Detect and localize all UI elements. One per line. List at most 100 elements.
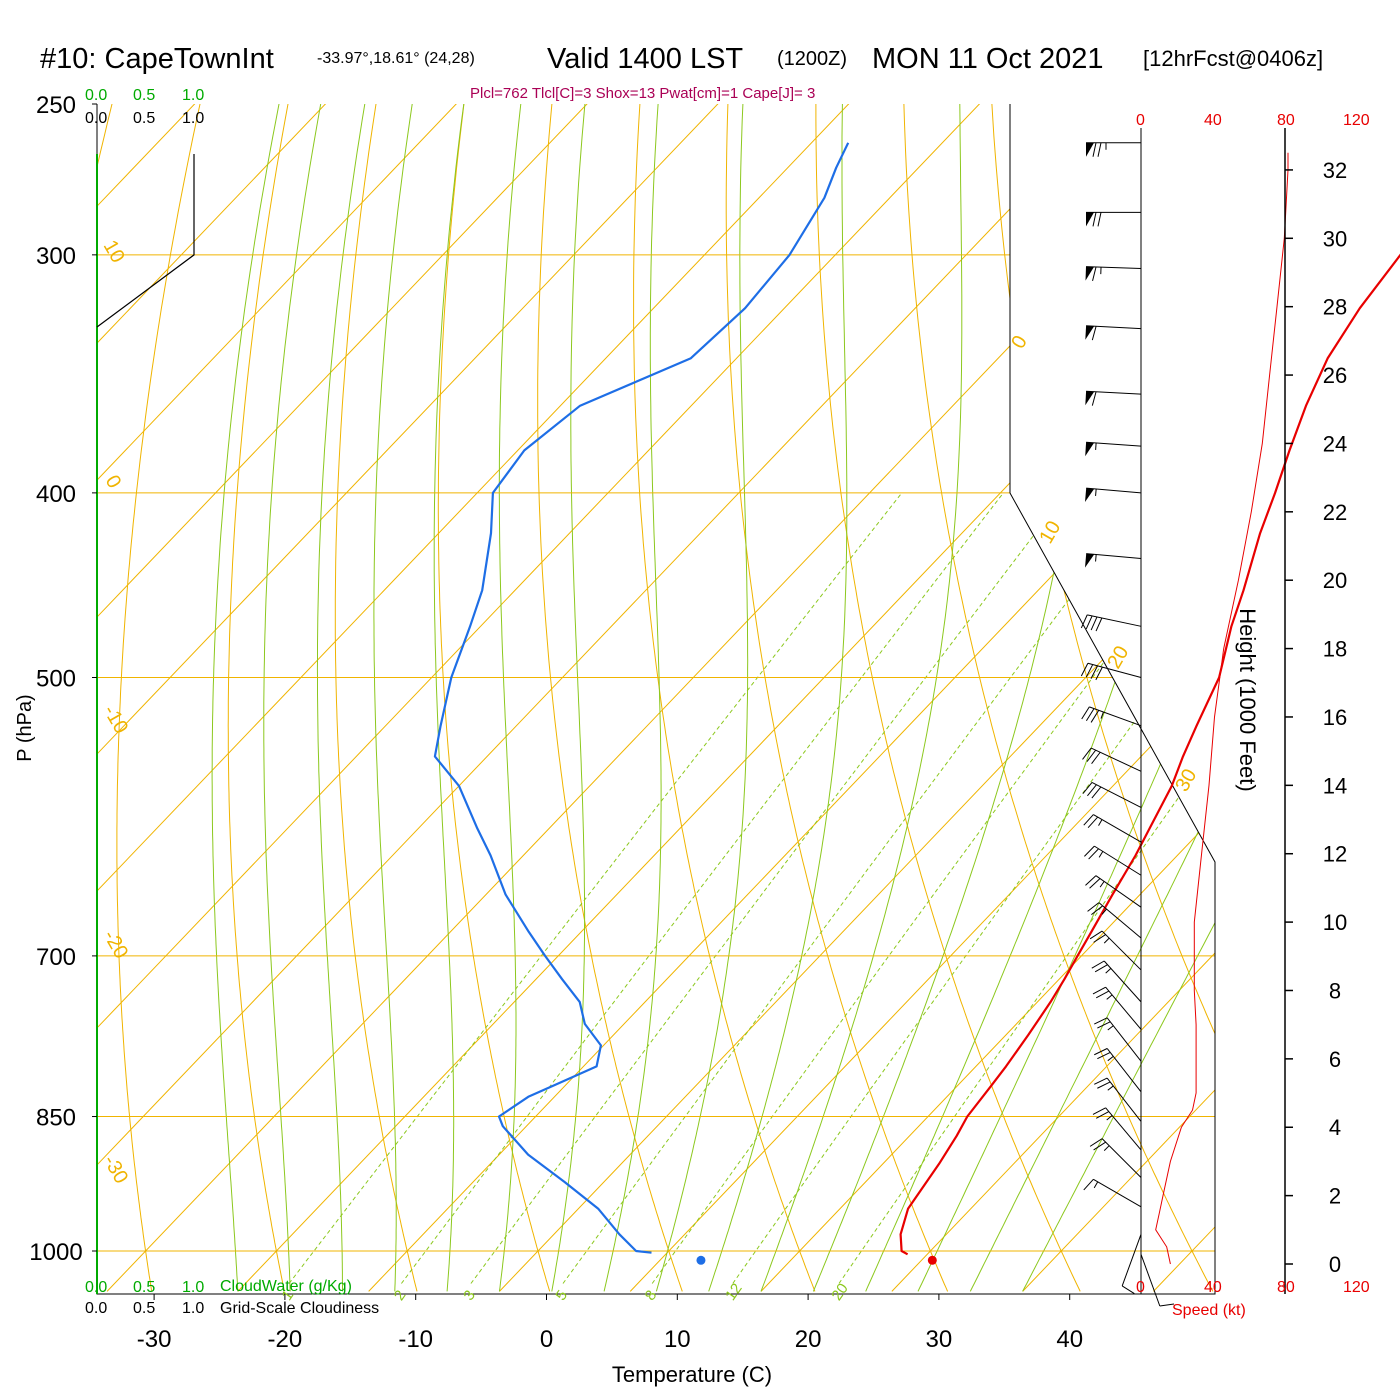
temperature-tick-label: 10 <box>664 1326 691 1353</box>
wind-barb <box>1082 781 1142 808</box>
isotherm-line <box>1022 104 1215 1292</box>
wind-barb-shaft <box>1105 986 1142 1030</box>
temperature-tick-label: 30 <box>926 1326 953 1353</box>
speed-top-120: 120 <box>1343 112 1370 129</box>
pressure-tick-label: 500 <box>36 666 76 693</box>
mixing-ratio-label: 5 <box>552 1287 571 1304</box>
wind-barb-full <box>1097 142 1102 157</box>
dry-adiabat-lines <box>97 104 1215 1292</box>
isotherm-label: 0 <box>101 472 126 493</box>
wind-barb-full <box>1097 212 1102 227</box>
wind-barb-shaft <box>1087 662 1142 678</box>
isotherm-line <box>760 104 1215 1292</box>
wind-barb-full <box>1085 664 1094 678</box>
wind-barb <box>1089 1138 1142 1178</box>
wind-barb-shaft <box>1103 960 1142 1003</box>
speed-bottom-80: 80 <box>1277 1279 1295 1296</box>
wind-barb-shaft <box>1090 747 1142 772</box>
moist-adiabat-line <box>917 104 1215 1292</box>
wind-barb-shaft <box>1086 441 1142 447</box>
dry-adiabat-line <box>227 104 295 1292</box>
isotherm-line <box>106 104 1215 1292</box>
moist-adiabat-line <box>760 104 963 1292</box>
valid-time: Valid 1400 LST <box>547 43 743 75</box>
height-tick-label: 6 <box>1329 1047 1341 1072</box>
wind-barb-full <box>1089 1138 1103 1147</box>
wind-barb <box>1085 487 1142 502</box>
cloud-water-bottom-0: 0.0 <box>85 1279 107 1296</box>
pressure-tick-label: 850 <box>36 1105 76 1132</box>
mixing-ratio-label: 3 <box>460 1287 479 1304</box>
isotherm-line <box>1153 104 1215 1292</box>
wind-barb-flag <box>1085 391 1095 406</box>
temperature-axis: -30 -20 -10 0 10 20 30 40 <box>137 1294 1083 1353</box>
wind-barb-full <box>1081 706 1090 720</box>
wind-barb-full <box>1091 905 1104 916</box>
wind-barb <box>1085 441 1142 457</box>
wind-barb-full <box>1095 990 1110 999</box>
wind-barb <box>1094 1017 1142 1062</box>
wind-barb-shaft <box>1121 1234 1142 1287</box>
wind-barb <box>1091 960 1142 1003</box>
wind-speed-line <box>1155 152 1289 1265</box>
station-coords: -33.97°,18.61° (24,28) <box>317 50 475 67</box>
wind-barb <box>1085 553 1142 568</box>
wind-barb-shaft <box>1093 1178 1142 1208</box>
speed-top-40: 40 <box>1204 112 1222 129</box>
wind-barb-full <box>1094 1048 1108 1056</box>
mixing-ratio-lines <box>288 492 1215 1284</box>
wind-barb <box>1083 1178 1142 1208</box>
wind-barb-full <box>1094 1017 1108 1025</box>
wind-barb-half <box>1098 851 1104 858</box>
wind-barb-full <box>1091 391 1097 406</box>
cloudiness-top-05: 0.5 <box>133 110 155 127</box>
isotherm-label: -10 <box>99 702 133 738</box>
wind-barb <box>1086 142 1141 157</box>
wind-barb <box>1089 930 1142 971</box>
pressure-tick-label: 250 <box>36 92 76 119</box>
sounding-profiles <box>433 142 1400 1265</box>
isotherm-label: -20 <box>99 927 133 963</box>
cloud-water-top-05: 0.5 <box>133 87 155 104</box>
wind-barb-shaft <box>1106 1017 1142 1062</box>
wind-barb-shaft <box>1086 553 1142 559</box>
wind-barb-full <box>1091 786 1102 799</box>
wind-barb-shaft <box>1089 706 1142 727</box>
wind-barb-full <box>1090 710 1100 723</box>
wind-barb <box>1092 986 1142 1030</box>
cloudiness-bottom-05: 0.5 <box>133 1300 155 1317</box>
mixing-ratio-label: 2 <box>391 1287 410 1304</box>
temperature-profile <box>899 253 1400 1256</box>
height-tick-label: 32 <box>1323 158 1347 183</box>
station-title: #10: CapeTownInt <box>40 43 274 75</box>
moist-adiabat-line <box>433 104 469 1292</box>
mixing-ratio-line <box>470 492 1067 1284</box>
wind-barb-shaft <box>1094 845 1142 876</box>
wind-barb <box>1094 1048 1142 1093</box>
wind-barb-shaft <box>1101 1138 1142 1178</box>
wind-barb-shaft <box>1106 1048 1142 1093</box>
wind-barb <box>1087 902 1142 939</box>
wind-barb-shaft <box>1095 875 1142 908</box>
wind-barb <box>1082 747 1142 772</box>
cloudiness-profile <box>96 154 195 1294</box>
mixing-ratio-line <box>288 492 903 1284</box>
speed-bottom-40: 40 <box>1204 1279 1222 1296</box>
pressure-tick-label: 400 <box>36 481 76 508</box>
height-tick-label: 0 <box>1329 1252 1341 1277</box>
wind-barb-full <box>1088 848 1099 860</box>
pressure-tick-label: 700 <box>36 944 76 971</box>
isobar-lines <box>97 254 1215 1252</box>
moist-adiabat-line <box>551 104 589 1292</box>
wind-barb-full <box>1091 960 1105 969</box>
isotherm-line <box>97 104 620 1292</box>
wind-barb-shaft <box>1086 487 1142 494</box>
mixing-ratio-line <box>838 492 1215 1284</box>
moist-adiabat-line <box>865 104 1215 1292</box>
cloud-water-bottom-1: 1.0 <box>182 1279 204 1296</box>
cloud-top-scale: 0.0 0.5 1.0 0.0 0.5 1.0 <box>85 87 204 127</box>
mixing-ratio-line <box>562 492 1150 1284</box>
wind-barb <box>1092 1107 1142 1151</box>
wind-barb <box>1080 662 1142 681</box>
